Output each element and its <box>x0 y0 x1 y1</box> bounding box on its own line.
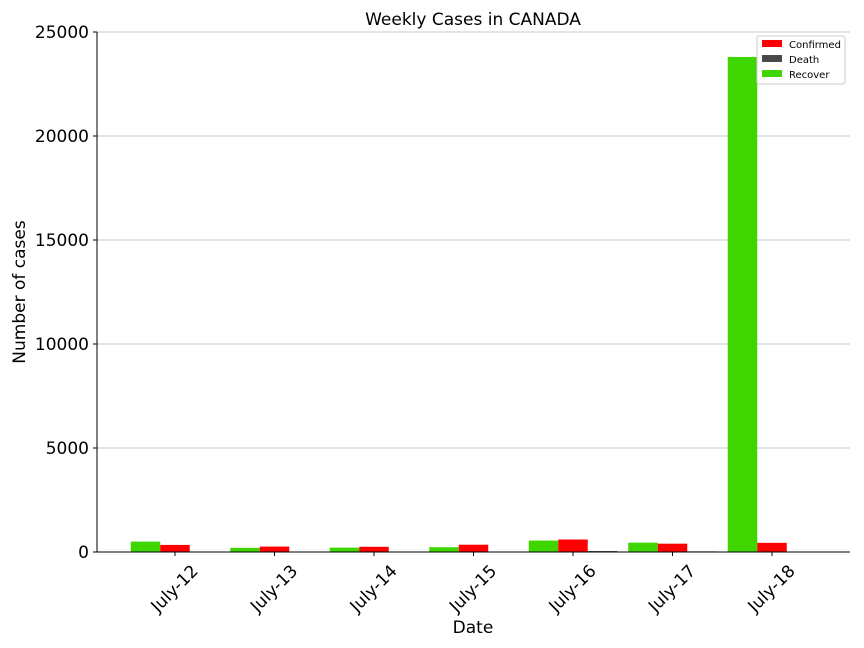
legend-label-death: Death <box>789 55 819 66</box>
y-tick-label: 25000 <box>35 23 89 43</box>
y-tick-label: 5000 <box>46 439 89 459</box>
x-tick-label: July-16 <box>545 561 601 617</box>
bars <box>130 56 817 553</box>
bar-recover-july-13 <box>230 547 260 552</box>
y-tick-label: 15000 <box>35 231 89 251</box>
legend-label-confirmed: Confirmed <box>789 40 841 51</box>
bar-confirmed-july-14 <box>359 546 389 552</box>
x-tick-labels: July-12 July-13 July-14 July-15 July-16 July-… <box>147 561 800 617</box>
legend-label-recover: Recover <box>789 70 830 81</box>
bar-confirmed-july-15 <box>458 544 489 552</box>
x-tick-label: July-13 <box>246 561 302 617</box>
x-tick-label: July-12 <box>147 561 203 617</box>
y-tick-label: 20000 <box>35 127 89 147</box>
bar-confirmed-july-16 <box>558 539 588 552</box>
x-tick-label: July-14 <box>346 561 402 617</box>
legend-swatch-confirmed <box>762 40 782 47</box>
bar-confirmed-july-18 <box>757 542 787 552</box>
x-tick-label: July-18 <box>744 561 800 617</box>
x-tick-label: July-15 <box>445 561 501 617</box>
bar-recover-july-18 <box>727 56 758 553</box>
legend-swatch-death <box>762 55 782 62</box>
legend: Confirmed Death Recover <box>756 35 846 85</box>
bar-confirmed-july-12 <box>160 544 190 552</box>
gridlines <box>97 31 850 449</box>
bar-recover-july-12 <box>130 541 161 552</box>
y-axis-label: Number of cases <box>10 220 30 364</box>
bar-recover-july-17 <box>628 542 658 552</box>
y-tick-label: 10000 <box>35 335 89 355</box>
bar-recover-july-15 <box>429 547 459 552</box>
chart-title: Weekly Cases in CANADA <box>365 10 581 30</box>
bar-recover-july-16 <box>528 540 559 552</box>
legend-swatch-recover <box>762 70 782 77</box>
y-tick-labels: 0 5000 10000 15000 20000 25000 <box>35 23 89 563</box>
bar-confirmed-july-13 <box>259 546 290 552</box>
bar-recover-july-14 <box>329 547 360 552</box>
y-tick-label: 0 <box>78 543 89 563</box>
axes <box>93 31 850 556</box>
x-tick-label: July-17 <box>644 561 700 617</box>
x-axis-label: Date <box>453 618 494 638</box>
bar-confirmed-july-17 <box>657 543 688 552</box>
